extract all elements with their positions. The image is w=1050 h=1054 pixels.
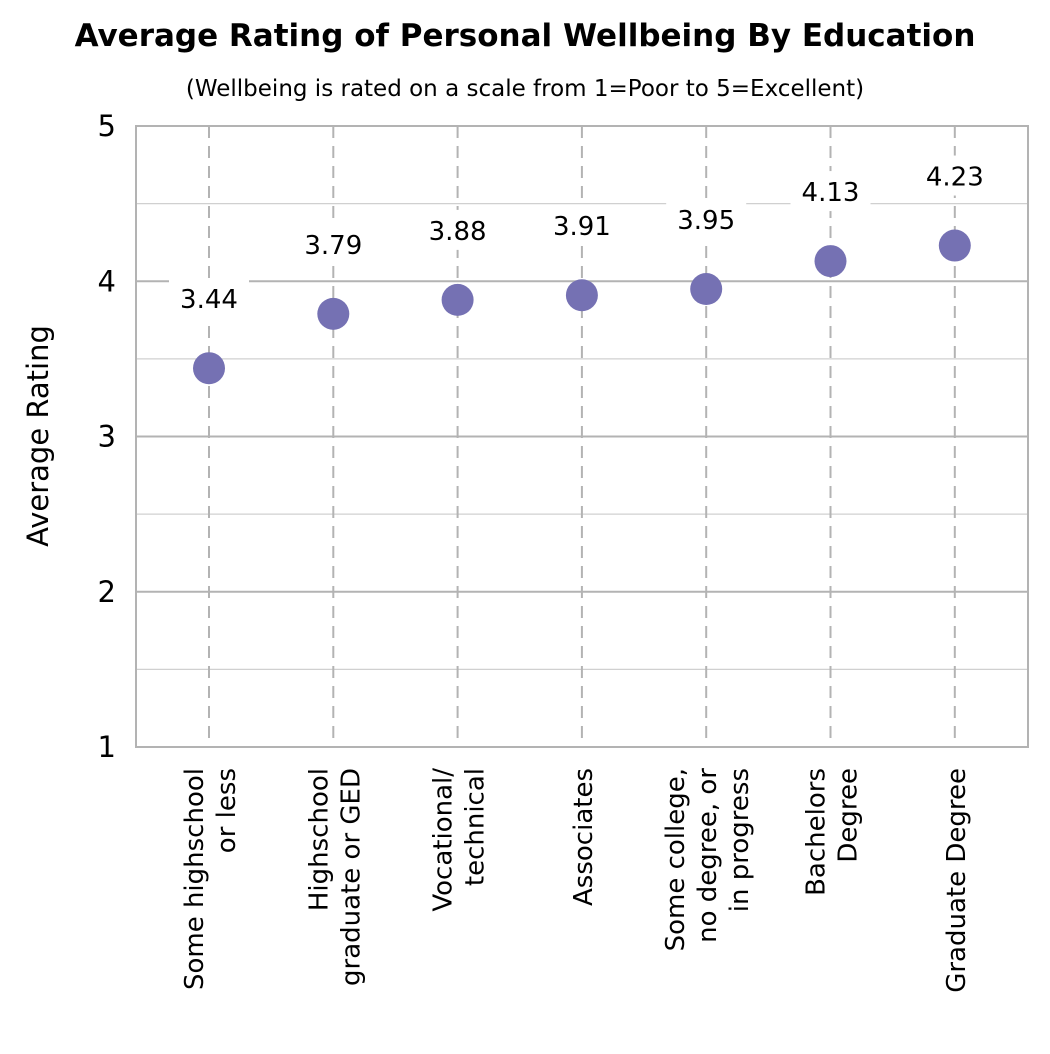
- x-tick-label: Associates: [569, 768, 599, 906]
- x-tick-label: or less: [212, 768, 242, 853]
- data-label: 3.95: [677, 206, 735, 236]
- data-points: [193, 229, 971, 385]
- x-tick-label: Some college,: [661, 768, 691, 951]
- x-tick-label: Highschool: [304, 768, 334, 911]
- data-point: [690, 273, 723, 306]
- data-label: 4.23: [926, 163, 984, 193]
- data-label: 3.44: [180, 285, 238, 315]
- data-label-background: [293, 223, 374, 264]
- chart-subtitle: (Wellbeing is rated on a scale from 1=Po…: [186, 76, 864, 102]
- data-labels: 3.44 3.79 3.88 3.91 3.95 4.13 4.23: [169, 155, 995, 319]
- x-tick-label: Vocational/: [429, 768, 459, 912]
- data-label-background: [541, 205, 622, 246]
- y-tick-label: 5: [98, 109, 116, 143]
- data-point: [193, 352, 225, 385]
- x-tick-label: no degree, or: [693, 768, 723, 943]
- x-tick-label: Some highschool: [180, 768, 210, 990]
- data-label: 3.91: [553, 212, 611, 242]
- y-tick-label: 2: [98, 575, 116, 609]
- data-point: [441, 283, 474, 316]
- data-label: 3.88: [429, 217, 487, 247]
- data-point: [938, 229, 971, 262]
- x-tick-label: technical: [461, 768, 491, 886]
- y-tick-label: 4: [98, 264, 116, 298]
- data-point: [814, 245, 847, 278]
- x-tick-label: Graduate Degree: [942, 768, 972, 993]
- y-tick-label: 1: [98, 730, 116, 764]
- x-tick-label: graduate or GED: [336, 768, 366, 986]
- y-tick-label: 3: [98, 420, 116, 454]
- plot-area-border: [135, 125, 1029, 748]
- data-label-background: [666, 199, 747, 240]
- data-label-background: [417, 209, 498, 250]
- data-label-background: [790, 171, 871, 212]
- data-label-background: [169, 278, 249, 319]
- data-point: [565, 279, 598, 312]
- data-label: 4.13: [802, 178, 860, 208]
- data-label: 3.79: [304, 231, 362, 261]
- chart-title: Average Rating of Personal Wellbeing By …: [75, 18, 976, 54]
- x-tick-label: Degree: [834, 768, 864, 863]
- x-tick-label: Bachelors: [802, 768, 832, 896]
- data-point: [317, 297, 350, 330]
- data-label-background: [914, 155, 995, 196]
- x-tick-labels: Some highschool or less Highschool graduate…: [180, 768, 972, 993]
- y-tick-labels: 1 2 3 4 5: [98, 109, 116, 764]
- x-tick-label: in progress: [725, 768, 755, 912]
- y-axis-label: Average Rating: [21, 325, 55, 547]
